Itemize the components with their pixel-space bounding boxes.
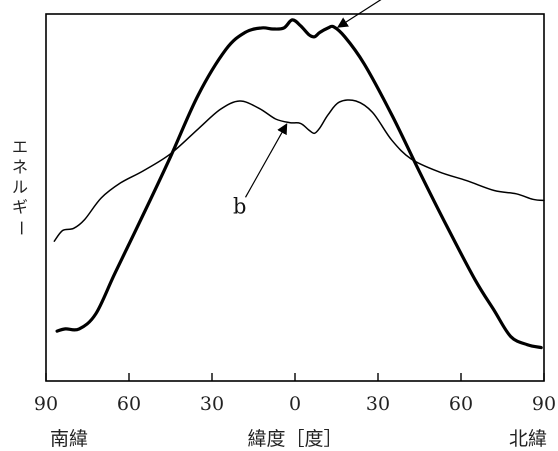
x-tick-label: 30	[200, 393, 224, 415]
x-tick-label: 60	[117, 393, 141, 415]
curve-annotations: ab	[233, 0, 382, 218]
curve-label-b: b	[233, 194, 246, 218]
south-latitude-label: 南緯	[50, 428, 88, 450]
series-a-line	[55, 18, 543, 350]
annotation-arrow-b	[244, 123, 288, 198]
x-tick-label: 90	[532, 393, 556, 415]
curves	[53, 18, 545, 350]
y-axis-label-char: ー	[12, 220, 31, 236]
y-axis-label-char: ル	[12, 178, 28, 197]
y-axis-label-char: ネ	[12, 158, 28, 177]
x-tick-label: 30	[366, 393, 390, 415]
y-axis-label-char: エ	[12, 138, 28, 157]
annotation-arrow-a	[336, 0, 382, 28]
x-tick-labels: 90 60 30 0 30 60 90	[34, 393, 556, 415]
north-latitude-label: 北緯	[509, 428, 547, 450]
x-axis-label: 緯度［度］	[247, 428, 342, 450]
plot-frame	[45, 13, 545, 382]
x-tick-label: 60	[449, 393, 473, 415]
y-axis-label-char: ギ	[12, 198, 28, 217]
x-tick-label: 0	[289, 393, 301, 415]
x-tick-label: 90	[34, 393, 58, 415]
x-ticks	[45, 373, 545, 381]
series-b-line	[53, 99, 545, 242]
